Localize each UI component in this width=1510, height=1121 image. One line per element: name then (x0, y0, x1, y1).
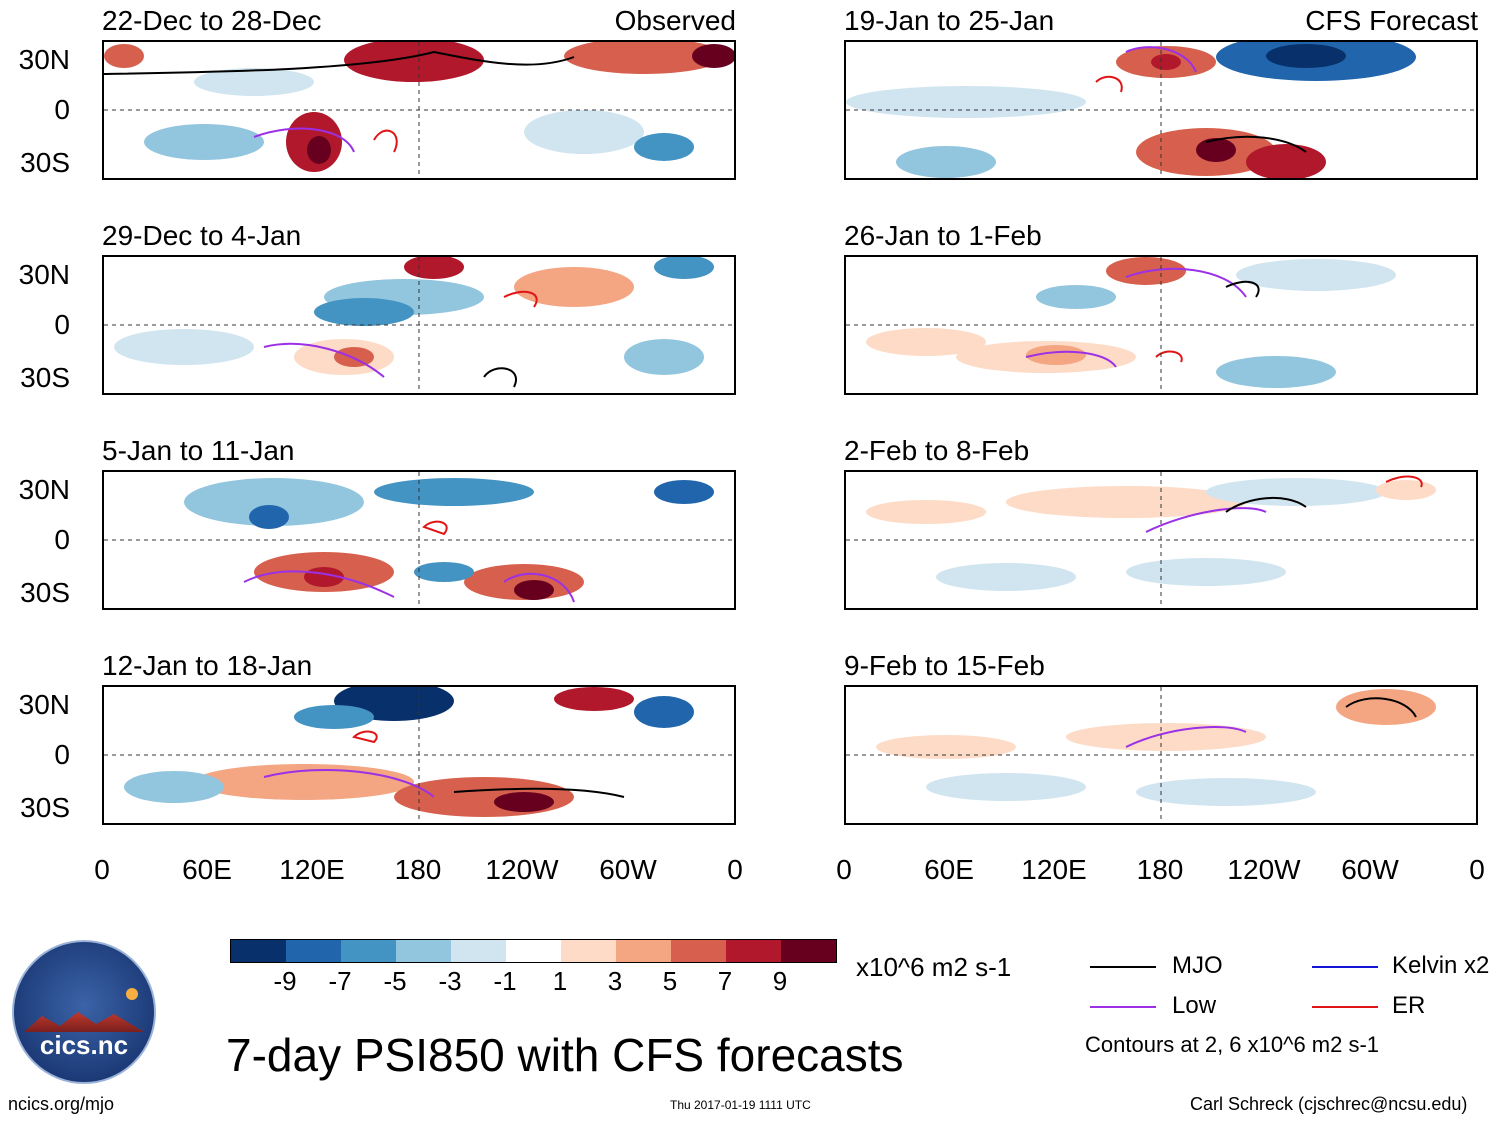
colorbar-label: 7 (717, 966, 733, 996)
panel-title-1: 22-Dec to 28-Dec (102, 5, 322, 36)
cics-logo: cics.nc (12, 940, 156, 1084)
footer-author[interactable]: Carl Schreck (cjschrec@ncsu.edu) (1190, 1094, 1468, 1114)
lon-label: 60W (1341, 854, 1399, 885)
lat-label-30n: 30N (18, 474, 70, 505)
lon-label: 120W (485, 854, 559, 885)
colorbar-swatch-7 (616, 940, 671, 962)
observed-label: Observed (614, 5, 736, 36)
lat-label-30s: 30S (20, 577, 70, 608)
map-panel-fcst-4 (844, 685, 1478, 825)
colorbar-label: 9 (772, 966, 788, 996)
legend-kelvin: Kelvin x2 (1392, 952, 1490, 979)
contour-note: Contours at 2, 6 x10^6 m2 s-1 (1085, 1032, 1380, 1057)
lon-label: 60E (924, 854, 974, 885)
lat-label-30n: 30N (18, 44, 70, 75)
colorbar-swatch-8 (671, 940, 726, 962)
lon-label: 120E (1021, 854, 1087, 885)
sun-icon (126, 988, 138, 1000)
lon-label: 60E (182, 854, 232, 885)
colorbar-swatch-3 (396, 940, 451, 962)
panel-title-4: 12-Jan to 18-Jan (102, 650, 313, 681)
map-panel-obs-1 (102, 40, 736, 180)
colorbar-swatch-5 (506, 940, 561, 962)
colorbar-swatch-1 (286, 940, 341, 962)
lat-label-30n: 30N (18, 259, 70, 290)
map-panel-fcst-2 (844, 255, 1478, 395)
colorbar-swatch-6 (561, 940, 616, 962)
map-panel-obs-4 (102, 685, 736, 825)
lat-label-0: 0 (54, 524, 70, 555)
lon-label: 0 (1469, 854, 1485, 885)
lon-label: 60W (599, 854, 657, 885)
colorbar-swatch-0 (231, 940, 286, 962)
footer-url[interactable]: ncics.org/mjo (8, 1094, 115, 1114)
lat-label-0: 0 (54, 739, 70, 770)
forecast-label: CFS Forecast (1305, 5, 1478, 36)
units-label: x10^6 m2 s-1 (856, 952, 1012, 982)
legend-line-er (1312, 1006, 1378, 1008)
footer-timestamp: Thu 2017-01-19 1111 UTC (670, 1098, 811, 1112)
map-panel-fcst-3 (844, 470, 1478, 610)
colorbar-label: 3 (607, 966, 623, 996)
legend-low: Low (1172, 992, 1217, 1019)
panel-title-6: 26-Jan to 1-Feb (844, 220, 1042, 251)
main-title: 7-day PSI850 with CFS forecasts (226, 1029, 904, 1081)
colorbar-label: 1 (552, 966, 568, 996)
colorbar-label: 5 (662, 966, 678, 996)
lon-label: 0 (727, 854, 743, 885)
panel-title-7: 2-Feb to 8-Feb (844, 435, 1030, 466)
colorbar-swatch-10 (781, 940, 836, 962)
map-panel-obs-3 (102, 470, 736, 610)
panel-title-5: 19-Jan to 25-Jan (844, 5, 1055, 36)
legend-line-kelvin (1312, 966, 1378, 968)
legend-er: ER (1392, 992, 1426, 1019)
lon-label: 0 (836, 854, 852, 885)
panel-title-8: 9-Feb to 15-Feb (844, 650, 1045, 681)
lat-label-0: 0 (54, 309, 70, 340)
lat-label-0: 0 (54, 94, 70, 125)
colorbar-label: -1 (493, 966, 517, 996)
colorbar-label: -3 (438, 966, 462, 996)
colorbar-label: -7 (328, 966, 352, 996)
lat-label-30n: 30N (18, 689, 70, 720)
lon-label: 120E (279, 854, 345, 885)
legend-mjo: MJO (1172, 952, 1223, 979)
lon-label: 0 (94, 854, 110, 885)
mountain-icon (24, 1012, 144, 1032)
colorbar-swatch-9 (726, 940, 781, 962)
colorbar (230, 939, 837, 963)
lat-label-30s: 30S (20, 147, 70, 178)
colorbar-swatch-4 (451, 940, 506, 962)
lat-label-30s: 30S (20, 362, 70, 393)
legend-line-mjo (1090, 966, 1156, 968)
lon-label: 180 (394, 854, 442, 885)
panel-title-2: 29-Dec to 4-Jan (102, 220, 302, 251)
colorbar-swatch-2 (341, 940, 396, 962)
lon-label: 180 (1136, 854, 1184, 885)
lon-label: 120W (1227, 854, 1301, 885)
logo-text: cics.nc (39, 1030, 129, 1060)
legend-line-low (1090, 1006, 1156, 1008)
map-panel-obs-2 (102, 255, 736, 395)
lat-label-30s: 30S (20, 792, 70, 823)
colorbar-label: -5 (383, 966, 407, 996)
panel-title-3: 5-Jan to 11-Jan (102, 435, 295, 466)
colorbar-label: -9 (273, 966, 297, 996)
map-panel-fcst-1 (844, 40, 1478, 180)
